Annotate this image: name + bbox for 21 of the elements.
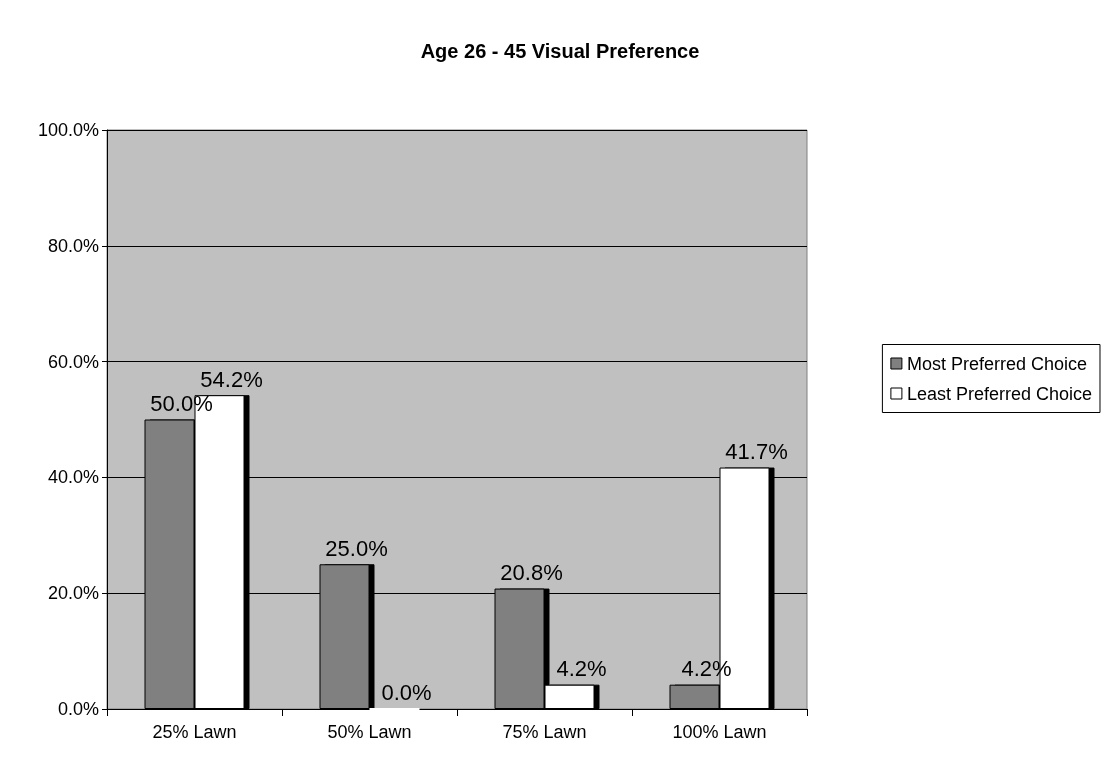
data-label: 41.7% [725, 439, 788, 465]
data-label: 4.2% [556, 656, 607, 682]
legend-label: Most Preferred Choice [906, 353, 1087, 374]
chart-title: Age 26 - 45 Visual Preference [420, 40, 700, 62]
y-tick-label: 100.0% [37, 120, 99, 140]
data-label: 25.0% [325, 535, 388, 561]
legend-label: Least Preferred Choice [906, 383, 1093, 404]
data-label: 4.2% [681, 656, 732, 682]
y-tick-label: 40.0% [47, 467, 99, 488]
x-tick-label: 75% Lawn [502, 722, 587, 742]
y-tick-label: 60.0% [47, 351, 99, 372]
data-label: 20.8% [500, 560, 563, 586]
x-tick-label: 25% Lawn [152, 722, 237, 742]
y-tick-label: 0.0% [57, 699, 99, 719]
data-label: 50.0% [150, 391, 213, 416]
y-tick-label: 80.0% [47, 235, 99, 256]
data-label: 54.2% [200, 366, 263, 392]
data-label: 0.0% [381, 679, 432, 705]
y-tick-label: 20.0% [47, 583, 99, 604]
x-tick-label: 100% Lawn [672, 722, 767, 742]
x-tick-label: 50% Lawn [327, 722, 412, 742]
